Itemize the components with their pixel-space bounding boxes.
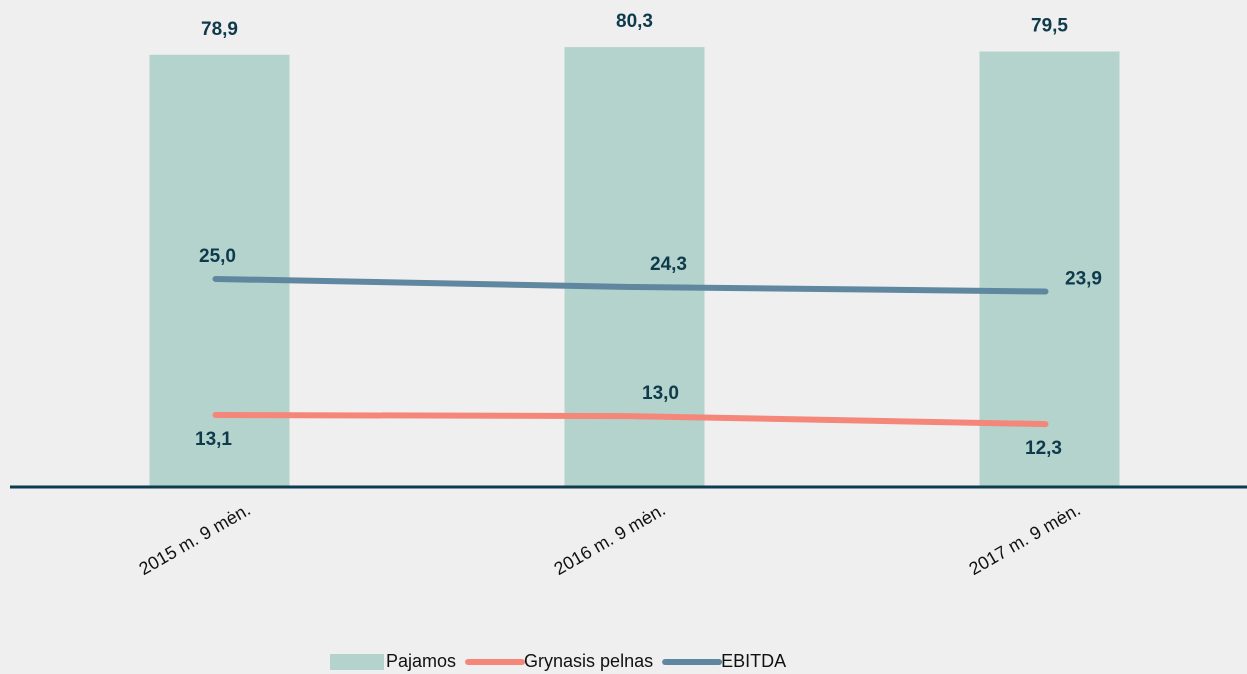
legend-label: Pajamos (386, 651, 456, 671)
data-label: 24,3 (650, 254, 687, 275)
x-tick-label: 2017 m. 9 mėn. (966, 499, 1084, 579)
line (212, 275, 1049, 295)
bar (149, 54, 290, 488)
legend-label: EBITDA (721, 651, 786, 671)
data-label: 23,9 (1065, 269, 1102, 290)
data-label: 80,3 (616, 11, 653, 32)
data-label: 79,5 (1031, 16, 1068, 37)
data-label: 12,3 (1025, 438, 1062, 459)
x-tick-label: 2016 m. 9 mėn. (551, 499, 669, 579)
bar (979, 51, 1120, 488)
x-tick-label: 2015 m. 9 mėn. (136, 499, 254, 579)
legend-label: Grynasis pelnas (524, 651, 653, 671)
data-label: 25,0 (199, 246, 236, 267)
line (212, 411, 1049, 428)
legend-swatch (330, 654, 384, 670)
data-label: 13,1 (195, 429, 232, 450)
data-label: 78,9 (201, 19, 238, 40)
data-label: 13,0 (642, 383, 679, 404)
